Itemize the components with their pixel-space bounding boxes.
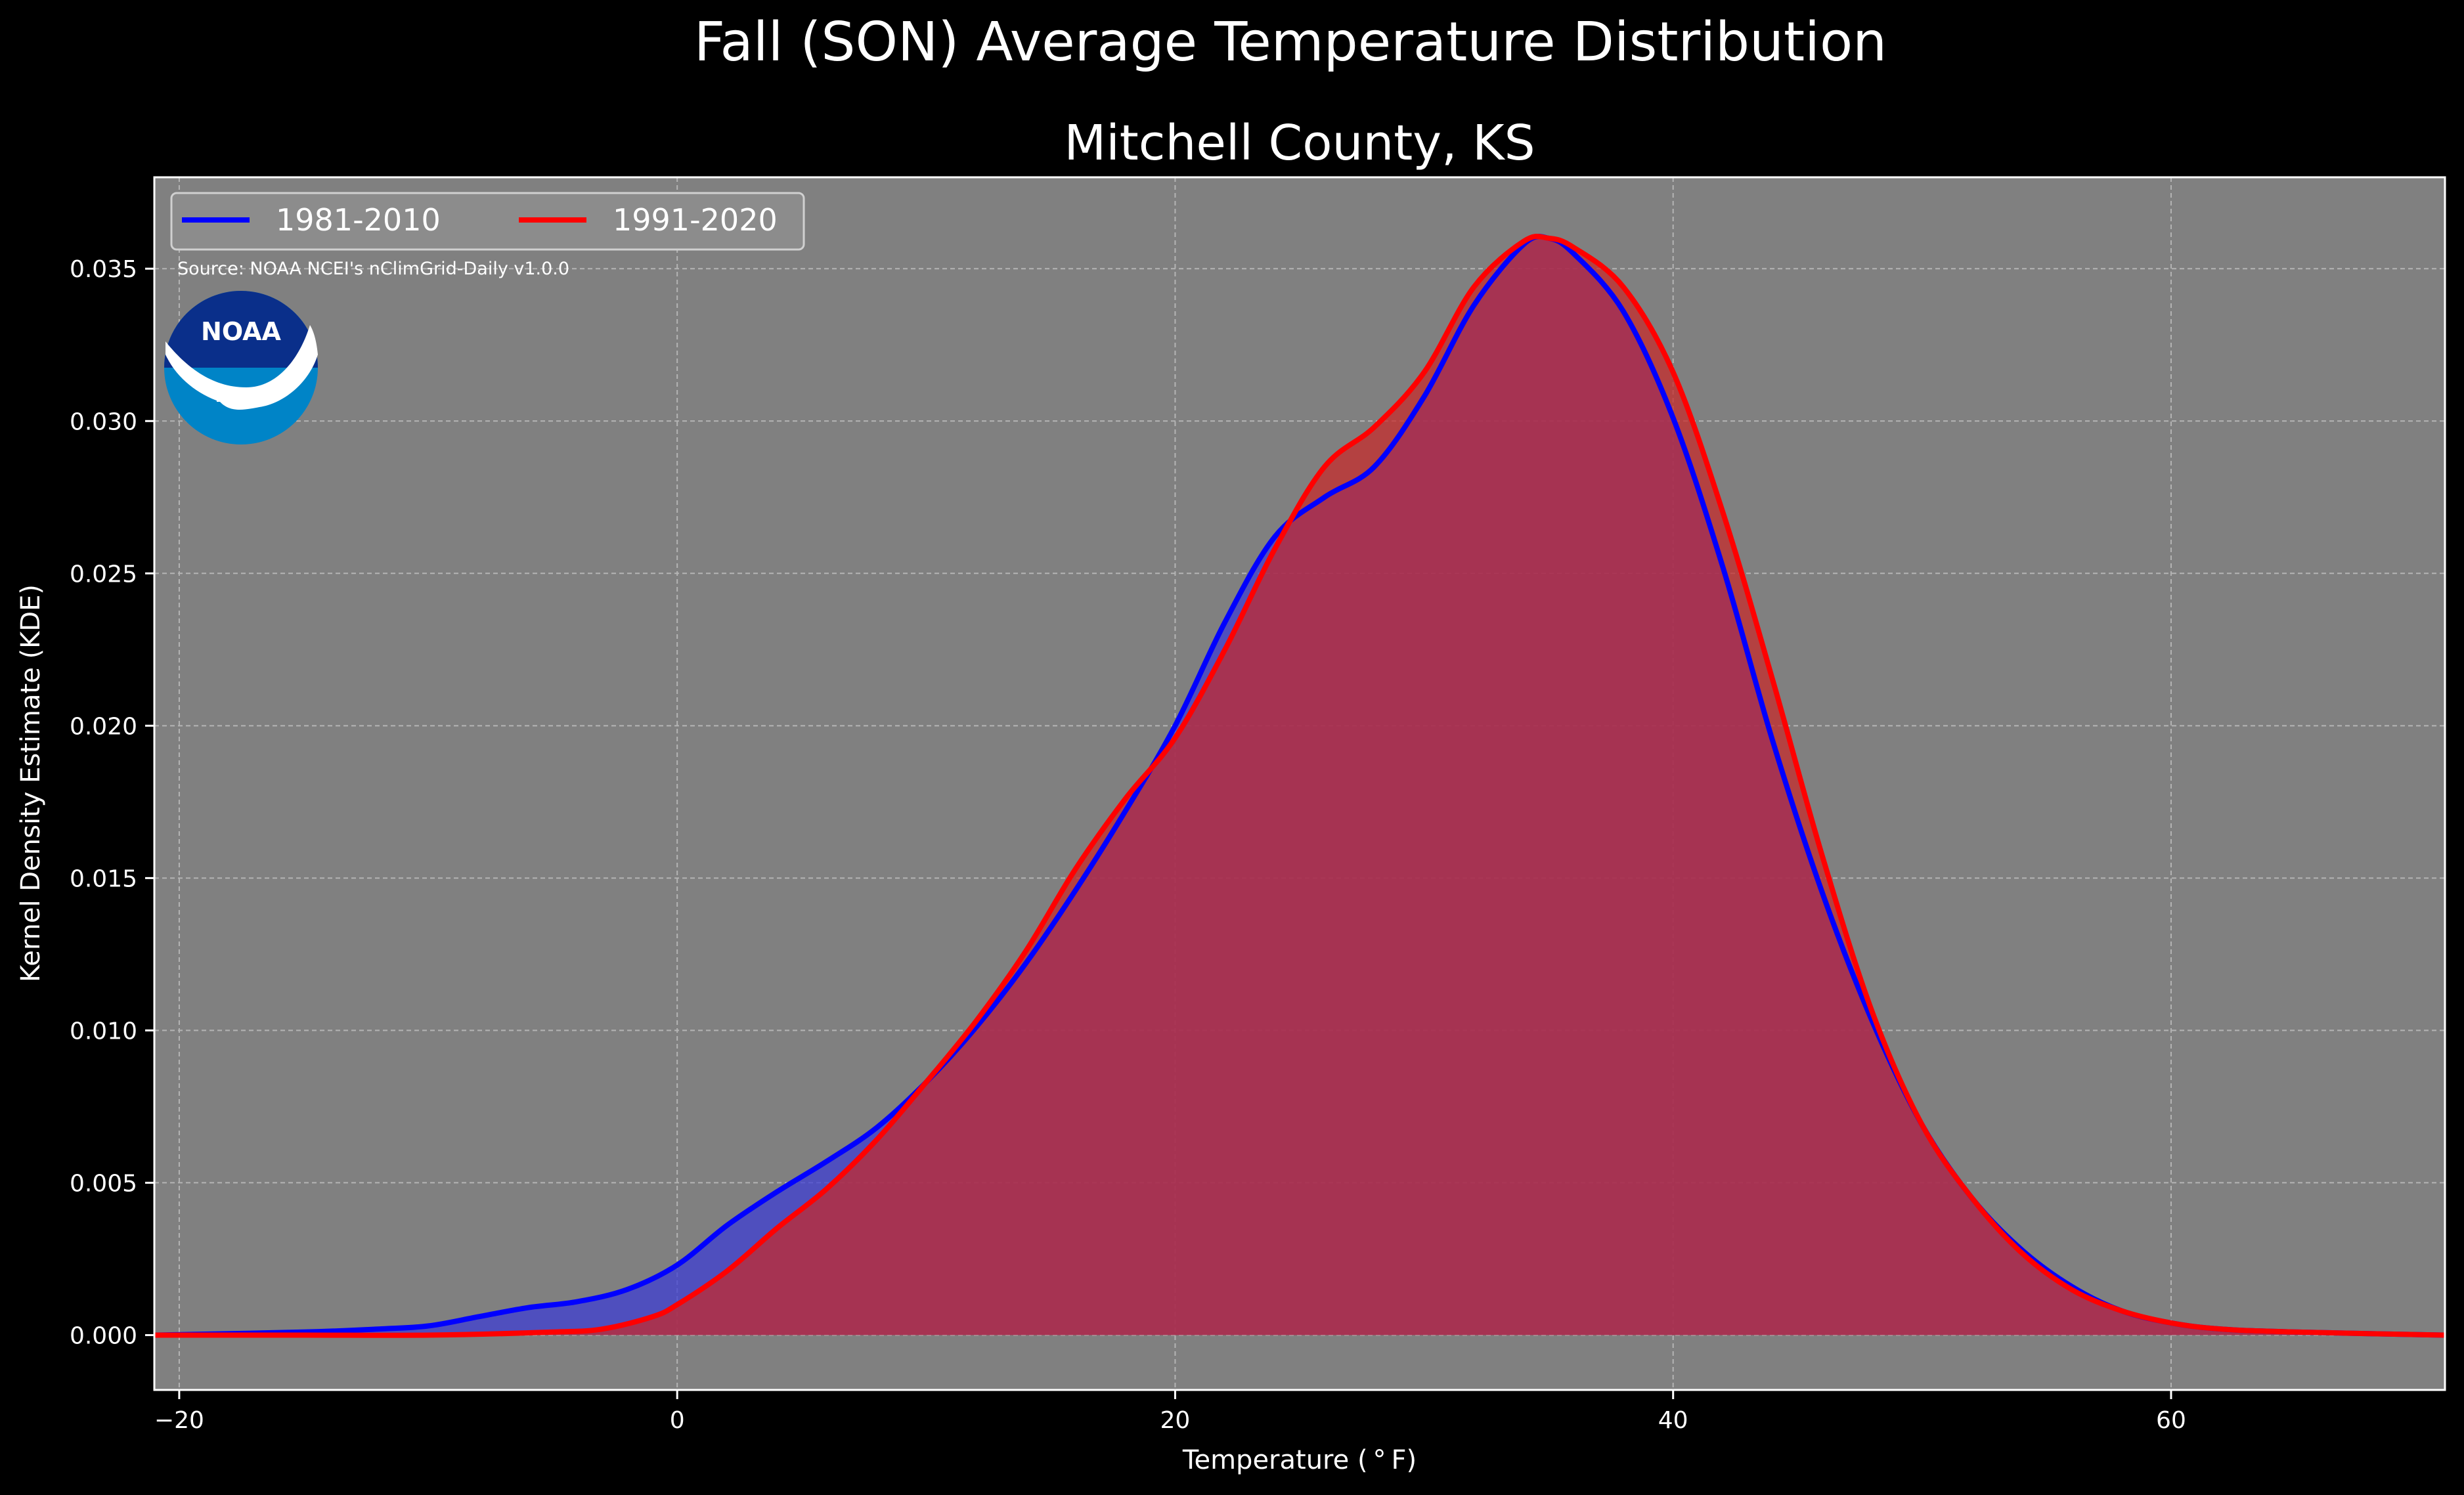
density-point xyxy=(1472,304,1475,307)
density-point xyxy=(2220,1328,2222,1330)
density-point xyxy=(2120,1309,2123,1312)
density-point xyxy=(676,1303,678,1306)
density-point xyxy=(1323,466,1326,468)
density-point xyxy=(726,1224,728,1226)
density-point xyxy=(1572,246,1575,249)
density-point xyxy=(1572,252,1575,255)
density-point xyxy=(651,1316,653,1318)
x-axis-label: Temperature ( ° F) xyxy=(1182,1445,1417,1475)
density-point xyxy=(1722,511,1725,513)
density-point xyxy=(2295,1331,2297,1333)
density-point xyxy=(1273,536,1276,538)
density-point xyxy=(477,1316,479,1318)
y-tick-label: 0.025 xyxy=(70,561,137,588)
density-point xyxy=(676,1264,678,1267)
density-lines xyxy=(154,233,2445,1338)
x-tick-label: 0 xyxy=(670,1407,685,1434)
density-point xyxy=(776,1227,778,1230)
source-note: Source: NOAA NCEI's nClimGrid-Daily v1.0… xyxy=(177,259,569,279)
density-point xyxy=(1672,417,1675,420)
density-point xyxy=(1373,466,1376,468)
y-tick-label: 0.035 xyxy=(70,256,137,283)
density-point xyxy=(875,1127,877,1129)
density-point xyxy=(1024,962,1027,964)
plot-frame xyxy=(153,176,2446,1391)
density-point xyxy=(626,1288,628,1291)
density-point xyxy=(1722,566,1725,569)
density-point xyxy=(825,1160,828,1163)
legend-box xyxy=(170,192,805,251)
density-point xyxy=(1223,648,1226,651)
x-tick-label: 20 xyxy=(1160,1407,1191,1434)
density-point xyxy=(527,1307,529,1309)
density-point xyxy=(302,1333,305,1336)
x-tick-label: 60 xyxy=(2156,1407,2186,1434)
density-point xyxy=(1871,1011,1874,1014)
density-point xyxy=(1771,740,1774,743)
noaa-logo: NOAA xyxy=(164,291,318,444)
density-point xyxy=(2020,1251,2023,1254)
density-point xyxy=(427,1333,429,1336)
density-point xyxy=(1174,737,1176,739)
density-point xyxy=(427,1325,429,1328)
y-tick-label: 0.000 xyxy=(70,1322,137,1349)
legend-label-1981-2010: 1981-2010 xyxy=(276,202,441,238)
density-point xyxy=(1074,889,1077,892)
axes-ticks: −20 0 20 40 60 0.000 0.005 0.010 0.015 0.020 0.025… xyxy=(70,256,2186,1434)
density-point xyxy=(1821,892,1824,895)
density-point xyxy=(552,1331,554,1333)
density-point xyxy=(1423,371,1426,374)
density-point xyxy=(776,1190,778,1193)
y-tick-label: 0.030 xyxy=(70,408,137,435)
legend: 1981-2010 1991-2020 xyxy=(170,192,805,251)
density-point xyxy=(1273,548,1276,550)
y-tick-label: 0.020 xyxy=(70,713,137,740)
density-fills xyxy=(154,236,2445,1335)
density-point xyxy=(1124,798,1127,800)
density-fill-1991-2020 xyxy=(154,236,2445,1335)
density-point xyxy=(1971,1197,1973,1200)
density-point xyxy=(601,1328,604,1330)
density-point xyxy=(1174,724,1176,727)
density-point xyxy=(1472,286,1475,288)
density-point xyxy=(1921,1123,1924,1126)
noaa-logo-text: NOAA xyxy=(201,317,281,346)
density-point xyxy=(975,1020,977,1022)
density-point xyxy=(726,1270,728,1272)
density-point xyxy=(377,1328,380,1330)
y-tick-label: 0.005 xyxy=(70,1170,137,1197)
y-tick-label: 0.010 xyxy=(70,1018,137,1045)
y-axis-label: Kernel Density Estimate (KDE) xyxy=(16,584,46,982)
chart-suptitle: Fall (SON) Average Temperature Distribut… xyxy=(694,11,1887,74)
density-point xyxy=(1522,240,1525,242)
density-point xyxy=(1223,621,1226,624)
density-point xyxy=(1622,286,1625,288)
density-point xyxy=(1771,679,1774,682)
density-point xyxy=(577,1300,579,1303)
density-point xyxy=(2070,1288,2073,1291)
density-point xyxy=(875,1138,877,1141)
density-point xyxy=(1547,237,1550,240)
density-point xyxy=(2170,1322,2172,1324)
density-point xyxy=(1373,426,1376,429)
density-point xyxy=(925,1081,927,1083)
x-tick-label: −20 xyxy=(154,1407,204,1434)
density-line-1991-2020 xyxy=(154,233,2445,1338)
density-point xyxy=(1821,856,1824,858)
legend-label-1991-2020: 1991-2020 xyxy=(613,202,778,238)
chart-title: Mitchell County, KS xyxy=(1064,115,1535,171)
density-point xyxy=(1124,810,1127,812)
density-point xyxy=(1024,950,1027,953)
y-tick-label: 0.015 xyxy=(70,865,137,892)
density-point xyxy=(1423,395,1426,398)
density-point xyxy=(825,1188,828,1190)
density-point xyxy=(1622,310,1625,313)
x-tick-label: 40 xyxy=(1658,1407,1688,1434)
density-point xyxy=(1323,496,1326,498)
density-point xyxy=(1672,371,1675,374)
density-point xyxy=(1074,867,1077,870)
